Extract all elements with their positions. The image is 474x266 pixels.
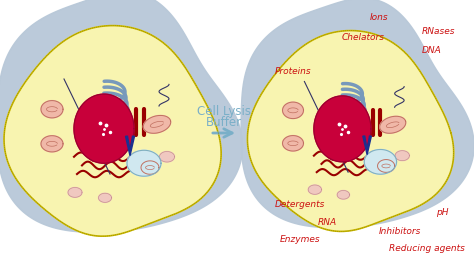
Polygon shape <box>363 136 371 155</box>
Polygon shape <box>74 94 134 163</box>
Polygon shape <box>160 152 174 162</box>
Text: Cell Lysis: Cell Lysis <box>197 105 251 118</box>
Polygon shape <box>41 136 63 152</box>
Text: DNA: DNA <box>422 46 442 55</box>
Polygon shape <box>364 149 397 174</box>
Polygon shape <box>395 151 410 161</box>
Polygon shape <box>68 188 82 197</box>
Polygon shape <box>241 0 474 228</box>
Text: pH: pH <box>436 208 448 217</box>
Polygon shape <box>141 161 159 174</box>
Polygon shape <box>247 31 454 231</box>
Polygon shape <box>314 96 371 162</box>
Polygon shape <box>126 136 135 156</box>
Polygon shape <box>337 190 349 199</box>
Text: Proteins: Proteins <box>275 67 311 76</box>
Text: Inhibitors: Inhibitors <box>379 227 421 236</box>
Polygon shape <box>4 26 221 236</box>
Text: Detergents: Detergents <box>275 200 325 209</box>
Polygon shape <box>378 160 395 172</box>
Polygon shape <box>380 116 406 133</box>
Polygon shape <box>0 0 243 232</box>
Polygon shape <box>41 101 63 118</box>
Text: Chelators: Chelators <box>341 33 384 42</box>
Text: RNA: RNA <box>318 218 337 227</box>
Polygon shape <box>127 150 161 176</box>
Polygon shape <box>99 193 111 202</box>
Text: Buffer: Buffer <box>206 117 242 130</box>
Polygon shape <box>308 185 321 194</box>
Text: Ions: Ions <box>370 13 388 22</box>
Polygon shape <box>143 115 171 133</box>
Polygon shape <box>283 102 303 119</box>
Polygon shape <box>283 136 303 151</box>
Text: Reducing agents: Reducing agents <box>389 244 465 253</box>
Text: Enzymes: Enzymes <box>280 235 320 244</box>
Text: RNases: RNases <box>422 27 456 36</box>
